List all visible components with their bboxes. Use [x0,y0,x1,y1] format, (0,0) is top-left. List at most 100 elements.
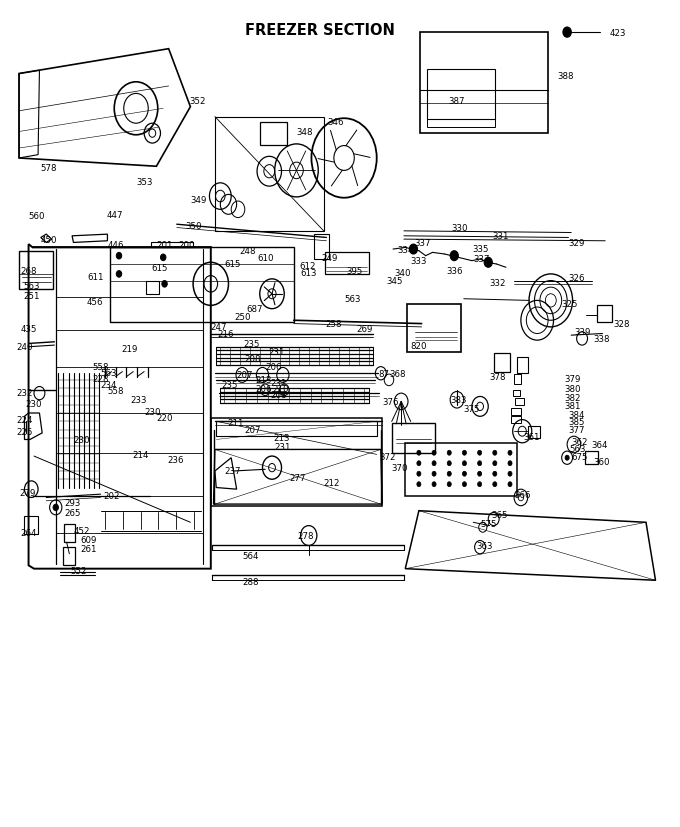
Text: 251: 251 [23,292,39,300]
Text: 380: 380 [564,385,581,393]
Circle shape [447,482,452,487]
Circle shape [432,471,436,476]
Bar [494,354,510,372]
Text: 333: 333 [411,257,427,265]
Text: 87: 87 [378,370,389,378]
Circle shape [493,471,497,476]
Circle shape [508,451,512,456]
Text: 349: 349 [190,196,207,204]
Bar [24,516,38,534]
Text: 370: 370 [392,464,408,472]
Text: 345: 345 [386,277,403,285]
Text: 206: 206 [265,363,282,371]
Text: 264: 264 [20,528,37,537]
Circle shape [432,451,436,456]
Bar [260,122,287,146]
Text: 268: 268 [20,267,37,275]
Circle shape [160,255,166,261]
Text: FREEZER SECTION: FREEZER SECTION [245,23,394,38]
Text: 269: 269 [356,325,373,333]
Text: 452: 452 [73,527,90,535]
Bar [146,281,159,294]
Text: 328: 328 [613,320,630,328]
Bar [151,243,193,248]
Text: 362: 362 [571,437,588,446]
Text: 376: 376 [382,398,398,406]
Text: 387: 387 [449,97,465,105]
Text: 384: 384 [568,411,585,419]
Text: 230: 230 [26,399,42,408]
Text: 240: 240 [16,343,33,351]
Text: 353: 353 [136,178,152,186]
Circle shape [116,271,122,278]
Text: 361: 361 [524,433,540,441]
Text: 207: 207 [245,426,261,434]
Text: 202: 202 [103,492,120,500]
Text: 338: 338 [593,335,609,343]
Text: 447: 447 [106,211,122,219]
Text: 334: 334 [397,246,413,254]
Text: 225: 225 [16,428,33,436]
Text: 208: 208 [271,391,287,399]
Circle shape [477,482,481,487]
Text: 423: 423 [609,29,626,37]
Text: 368: 368 [389,370,405,378]
Text: 350: 350 [185,222,201,231]
Text: 200: 200 [178,241,194,249]
Text: 381: 381 [564,402,581,410]
Text: 329: 329 [568,239,585,247]
Text: 388: 388 [558,72,574,80]
Circle shape [432,461,436,466]
Text: 563: 563 [23,282,39,290]
Text: 228: 228 [92,375,109,383]
Circle shape [563,28,571,38]
Text: 235: 235 [222,381,238,390]
Text: 231: 231 [275,442,291,451]
Text: 615: 615 [151,264,167,272]
Text: 207: 207 [237,371,253,380]
Text: 372: 372 [379,452,396,461]
Bar [511,417,521,423]
Text: 578: 578 [41,165,57,173]
Bar [585,452,598,465]
Bar [597,306,612,323]
Text: 332: 332 [490,279,506,287]
Circle shape [409,245,418,255]
Text: 214: 214 [132,451,148,459]
Text: 337: 337 [415,239,431,247]
Circle shape [450,251,458,261]
Text: 250: 250 [234,313,250,322]
Bar [514,375,521,385]
Circle shape [417,461,421,466]
Text: 237: 237 [224,467,241,476]
Text: 326: 326 [568,274,585,282]
Bar [392,423,435,453]
Bar [325,253,369,275]
Circle shape [508,482,512,487]
Text: 366: 366 [514,490,530,499]
Text: 563: 563 [344,295,360,304]
Bar [64,524,75,543]
Text: 330: 330 [452,224,468,232]
Text: 248: 248 [239,247,256,256]
Text: 249: 249 [321,254,337,262]
Circle shape [162,281,167,288]
Text: 552: 552 [71,566,87,575]
Text: 293: 293 [64,499,80,507]
Text: 265: 265 [64,509,80,517]
Text: 346: 346 [328,118,344,127]
Text: 558: 558 [107,387,124,395]
Text: 575: 575 [480,520,496,528]
Text: 360: 360 [593,457,609,466]
Text: 219: 219 [121,345,137,353]
Circle shape [565,456,569,461]
Bar [517,357,528,374]
Text: 610: 610 [257,254,273,262]
Bar [314,235,329,260]
Text: 364: 364 [592,441,608,449]
Text: 335: 335 [472,245,488,253]
Circle shape [477,461,481,466]
Bar [513,390,520,397]
Text: 278: 278 [298,532,314,540]
Text: 220: 220 [156,414,173,423]
